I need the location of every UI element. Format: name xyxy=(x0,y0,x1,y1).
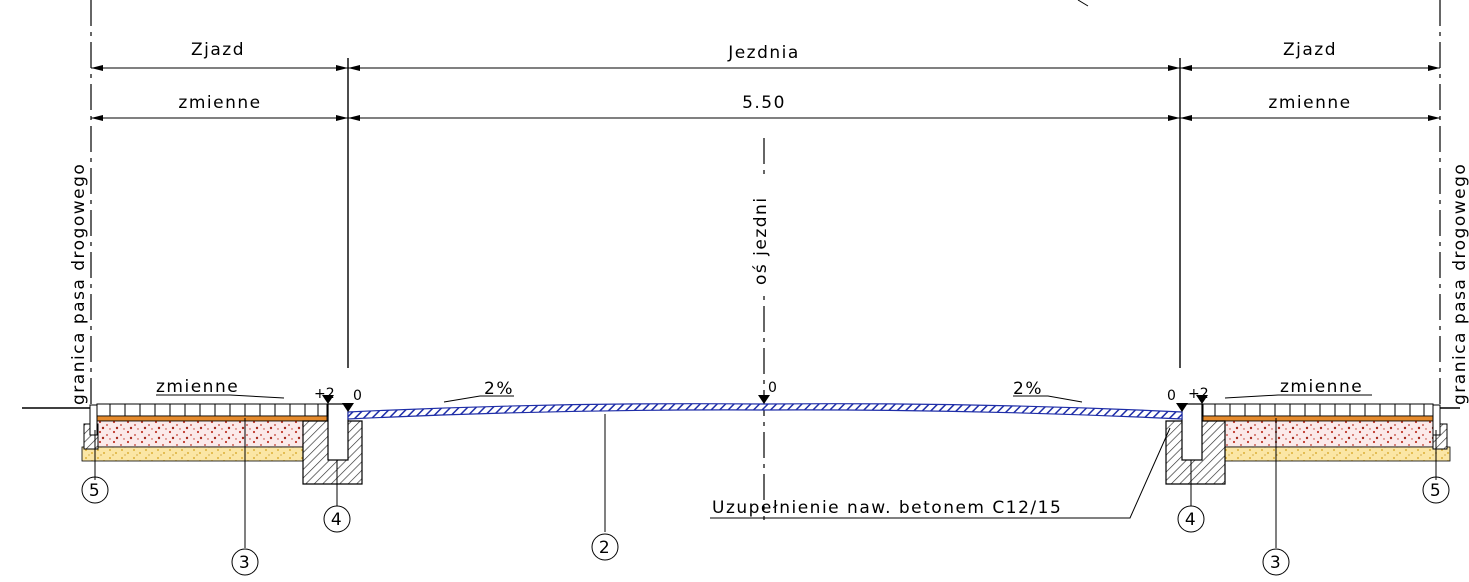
marker-5-right: 5 xyxy=(1422,476,1450,504)
marker-3-left: 3 xyxy=(231,548,259,576)
left-elevation-markers: +2 0 xyxy=(314,386,362,412)
left-paving-label: zmienne xyxy=(156,377,239,397)
left-width-label: zmienne xyxy=(178,93,261,113)
left-curb-top-elevation: +2 xyxy=(314,386,335,402)
right-curb-top-elevation: +2 xyxy=(1188,386,1209,402)
svg-text:3: 3 xyxy=(1270,553,1282,573)
marker-5-left: 5 xyxy=(81,476,109,504)
dimension-row-widths xyxy=(91,115,1440,121)
marker-4-left: 4 xyxy=(323,505,351,533)
right-boundary-label: granica pasa drogowego xyxy=(1450,163,1469,405)
svg-text:5: 5 xyxy=(89,481,101,501)
dimension-row-sections xyxy=(91,65,1440,71)
svg-text:2: 2 xyxy=(599,538,611,558)
marker-2-road: 2 xyxy=(591,533,619,561)
right-width-label: zmienne xyxy=(1268,93,1351,113)
left-slope-label: 2% xyxy=(484,379,514,399)
right-elevation-markers: 0 +2 xyxy=(1167,386,1209,412)
left-boundary-label: granica pasa drogowego xyxy=(69,163,89,405)
svg-text:5: 5 xyxy=(1430,481,1442,501)
right-slope-label: 2% xyxy=(1013,379,1043,399)
crown-elevation-marker: 0 xyxy=(758,380,777,404)
svg-text:3: 3 xyxy=(239,553,251,573)
right-paving-label: zmienne xyxy=(1280,377,1363,397)
right-section-label: Zjazd xyxy=(1283,40,1337,60)
road-axis-label: oś jezdni xyxy=(751,196,771,285)
left-section-label: Zjazd xyxy=(191,40,245,60)
right-curb-edge-elevation: 0 xyxy=(1167,388,1176,404)
road-surface xyxy=(347,403,1183,420)
left-driveway-structure xyxy=(81,403,363,485)
svg-text:4: 4 xyxy=(331,510,343,530)
svg-text:4: 4 xyxy=(1185,510,1197,530)
center-width-label: 5.50 xyxy=(742,93,786,113)
center-section-label: Jezdnia xyxy=(727,43,800,63)
marker-4-right: 4 xyxy=(1177,505,1205,533)
marker-3-right: 3 xyxy=(1262,548,1290,576)
right-driveway-structure xyxy=(1165,403,1451,485)
crown-elevation: 0 xyxy=(768,380,777,396)
concrete-fill-note: Uzupełnienie naw. betonem C12/15 xyxy=(712,498,1062,518)
left-curb-edge-elevation: 0 xyxy=(353,388,362,404)
